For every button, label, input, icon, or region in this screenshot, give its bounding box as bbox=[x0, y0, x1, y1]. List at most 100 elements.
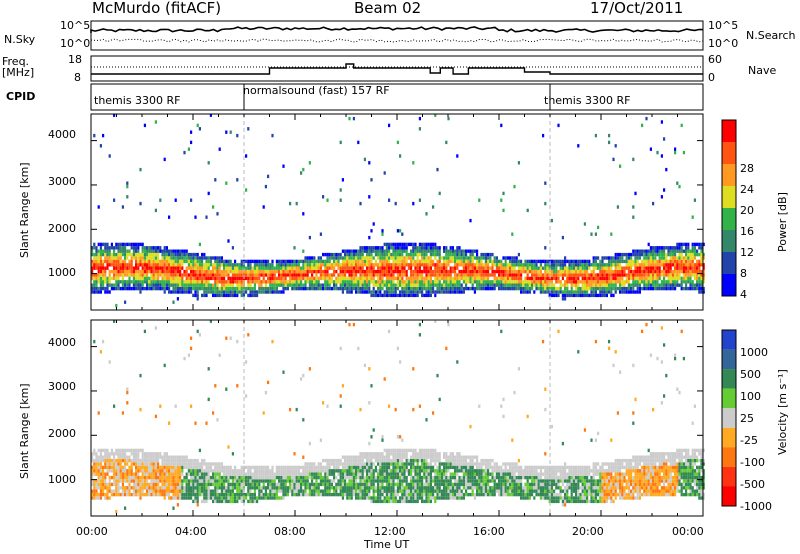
power-cell bbox=[368, 252, 371, 257]
velocity-cell bbox=[313, 475, 316, 480]
velocity-cell bbox=[201, 465, 204, 470]
velocity-cell bbox=[170, 489, 173, 493]
velocity-cell bbox=[335, 492, 338, 497]
power-cell bbox=[634, 256, 637, 260]
power-cell bbox=[568, 273, 571, 277]
velocity-cell bbox=[278, 475, 281, 480]
power-cell bbox=[454, 269, 457, 274]
power-cell bbox=[214, 290, 217, 294]
velocity-cell bbox=[152, 469, 155, 473]
power-cell bbox=[121, 273, 124, 277]
power-cell bbox=[253, 273, 256, 277]
velocity-cell bbox=[306, 479, 309, 483]
velocity-cell bbox=[295, 475, 298, 480]
power-cell bbox=[401, 283, 404, 287]
velocity-cell bbox=[251, 472, 254, 476]
velocity-cell bbox=[368, 496, 371, 500]
velocity-cell bbox=[185, 489, 188, 493]
velocity-cell bbox=[278, 472, 281, 476]
velocity-cell bbox=[385, 499, 388, 504]
velocity-cell bbox=[212, 475, 215, 480]
velocity-cell bbox=[124, 465, 127, 470]
power-cell bbox=[216, 276, 219, 281]
power-cell bbox=[271, 283, 274, 287]
velocity-cell bbox=[370, 486, 373, 490]
power-cell bbox=[544, 276, 547, 281]
power-cell bbox=[350, 286, 353, 291]
power-cell bbox=[379, 286, 382, 291]
power-cell bbox=[698, 283, 701, 287]
velocity-cell bbox=[344, 469, 347, 473]
power-cell bbox=[262, 276, 265, 281]
velocity-cell bbox=[306, 475, 309, 480]
velocity-cell bbox=[113, 319, 116, 323]
power-cell bbox=[432, 273, 435, 277]
power-cell bbox=[240, 276, 243, 281]
velocity-cell bbox=[326, 482, 329, 487]
velocity-cell bbox=[359, 462, 362, 466]
velocity-cell bbox=[238, 496, 241, 500]
velocity-cell bbox=[110, 492, 113, 497]
power-cell bbox=[141, 259, 144, 264]
power-cell bbox=[454, 280, 457, 284]
power-cell bbox=[216, 212, 219, 216]
power-cell bbox=[429, 266, 432, 270]
velocity-cell bbox=[234, 479, 237, 483]
power-cell bbox=[449, 246, 452, 250]
velocity-cell bbox=[139, 492, 142, 497]
power-cell bbox=[253, 269, 256, 274]
power-cell bbox=[634, 269, 637, 274]
power-cell bbox=[234, 290, 237, 294]
velocity-cell bbox=[91, 469, 94, 473]
power-cell bbox=[315, 276, 318, 281]
power-cell bbox=[572, 259, 575, 264]
velocity-cell bbox=[381, 475, 384, 480]
power-cell bbox=[588, 280, 591, 284]
velocity-cell bbox=[104, 482, 107, 487]
power-cell bbox=[445, 263, 448, 267]
power-cell bbox=[654, 269, 657, 274]
velocity-cell bbox=[297, 479, 300, 483]
velocity-cell bbox=[126, 492, 129, 497]
power-cell bbox=[588, 276, 591, 281]
power-cell bbox=[231, 266, 234, 270]
velocity-cell bbox=[139, 458, 142, 463]
power-cell bbox=[304, 259, 307, 264]
power-cell bbox=[621, 269, 624, 274]
power-cell bbox=[319, 259, 322, 264]
velocity-cell bbox=[113, 469, 116, 473]
power-cell bbox=[218, 290, 221, 294]
power-cell bbox=[500, 273, 503, 277]
velocity-cell bbox=[106, 472, 109, 476]
power-cell bbox=[216, 266, 219, 270]
velocity-cell bbox=[238, 486, 241, 490]
power-cell bbox=[418, 116, 421, 121]
velocity-cell bbox=[348, 458, 351, 463]
power-cell bbox=[148, 246, 151, 250]
power-cell bbox=[251, 259, 254, 264]
power-cell bbox=[159, 263, 162, 267]
velocity-cell bbox=[234, 499, 237, 504]
power-cell bbox=[577, 259, 580, 264]
power-cell bbox=[128, 283, 131, 287]
velocity-cell bbox=[282, 482, 285, 487]
power-cell bbox=[649, 263, 652, 267]
velocity-cell bbox=[284, 486, 287, 490]
power-cell bbox=[579, 286, 582, 291]
power-cell bbox=[528, 280, 531, 284]
velocity-cell bbox=[99, 472, 102, 476]
power-cell bbox=[179, 273, 182, 277]
velocity-cell bbox=[293, 472, 296, 476]
power-cell bbox=[172, 266, 175, 270]
power-cell bbox=[647, 269, 650, 274]
power-cell bbox=[247, 280, 250, 284]
velocity-cell bbox=[291, 472, 294, 476]
power-cell bbox=[700, 246, 703, 250]
power-cell bbox=[550, 273, 553, 277]
power-cell bbox=[174, 269, 177, 274]
velocity-cell bbox=[174, 404, 177, 408]
power-cell bbox=[214, 286, 217, 291]
velocity-cell bbox=[300, 465, 303, 470]
power-cell bbox=[432, 263, 435, 267]
power-cell bbox=[544, 280, 547, 284]
